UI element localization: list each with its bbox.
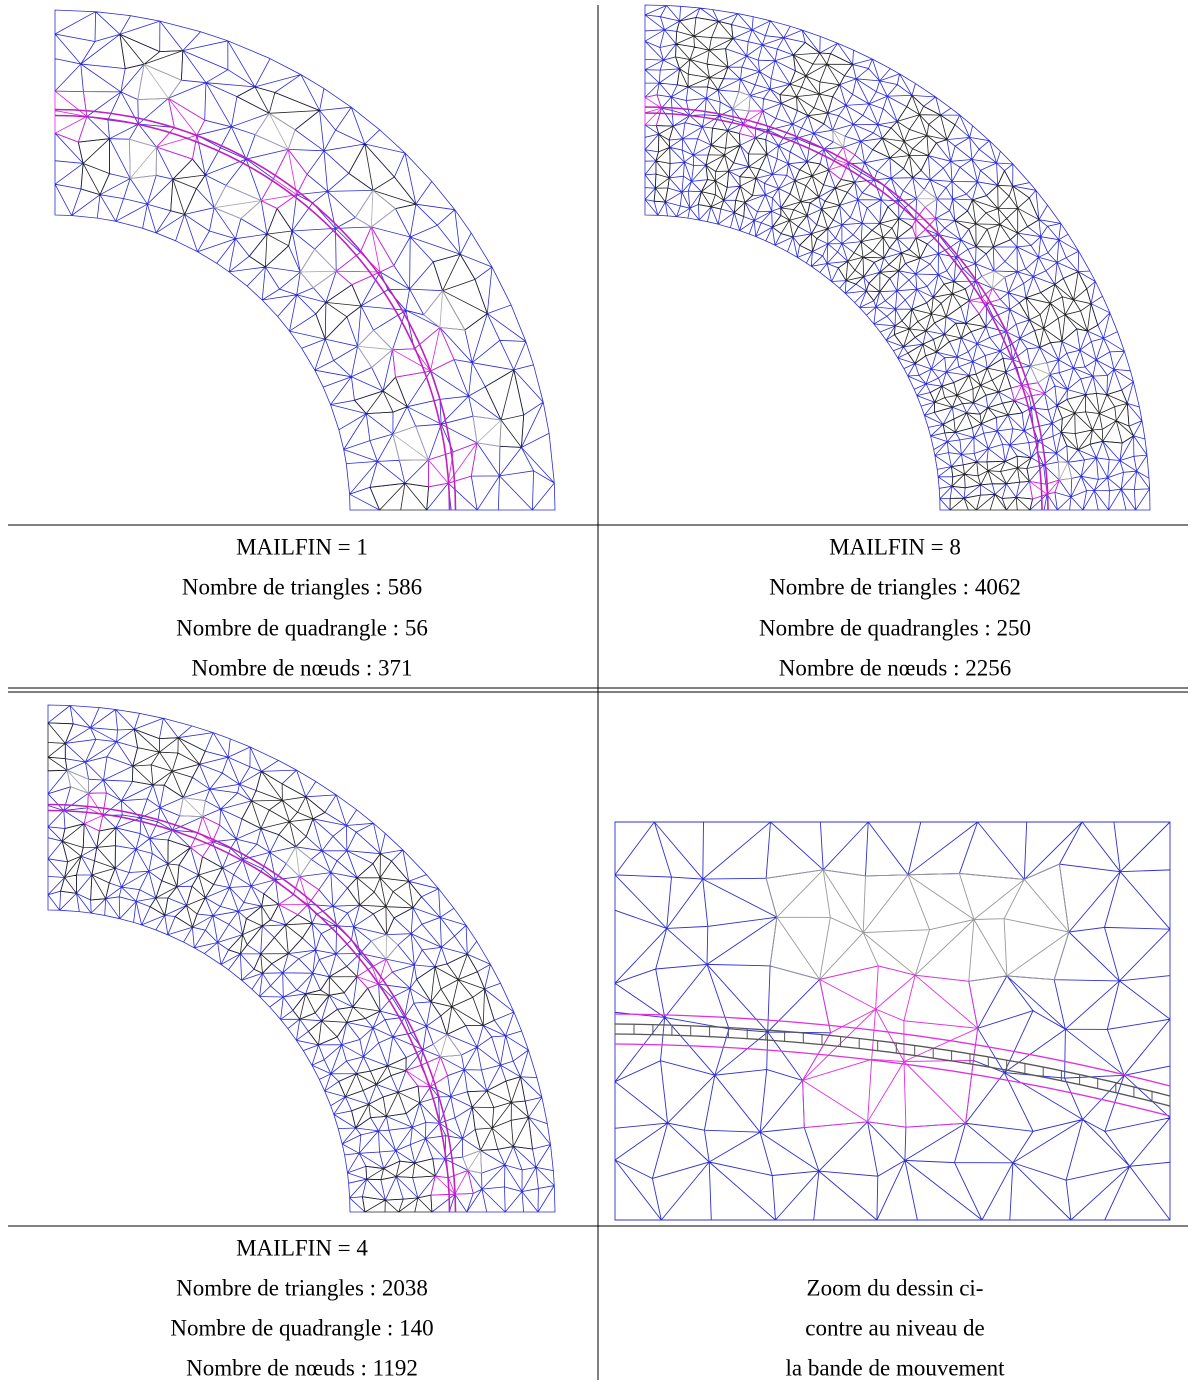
caption-title: MAILFIN = 1 bbox=[236, 534, 368, 559]
caption-title: MAILFIN = 4 bbox=[236, 1235, 368, 1260]
band-curve bbox=[614, 1033, 1171, 1107]
mesh-gray bbox=[732, 91, 1073, 481]
band-curve bbox=[614, 1043, 1171, 1117]
caption-line: Nombre de triangles : 586 bbox=[182, 574, 422, 599]
caption-line: Nombre de nœuds : 1192 bbox=[186, 1355, 418, 1380]
airgap-arc bbox=[644, 112, 1043, 511]
band-elements bbox=[614, 1024, 1171, 1106]
airgap-arc bbox=[47, 803, 457, 1213]
mesh-black bbox=[653, 16, 1135, 511]
caption-title: MAILFIN = 8 bbox=[829, 534, 961, 559]
mesh-blue bbox=[47, 704, 556, 1213]
zoom-mesh-magenta bbox=[801, 965, 979, 1129]
caption-line: Nombre de quadrangles : 250 bbox=[759, 615, 1031, 640]
caption-line: Nombre de quadrangle : 56 bbox=[176, 615, 428, 640]
airgap-arc bbox=[47, 809, 451, 1213]
mesh-blue bbox=[644, 4, 1151, 511]
caption-line: Nombre de nœuds : 371 bbox=[191, 655, 412, 680]
band-curve bbox=[614, 1023, 1171, 1097]
zoom-mesh-gray bbox=[765, 863, 1070, 982]
airgap-arc bbox=[644, 106, 1049, 511]
mesh-figures bbox=[47, 4, 1171, 1221]
caption-line: Nombre de triangles : 4062 bbox=[769, 574, 1021, 599]
airgap-arc bbox=[54, 108, 457, 511]
mesh-blue bbox=[54, 9, 556, 511]
caption-line: Nombre de nœuds : 2256 bbox=[779, 655, 1012, 680]
mesh-magenta bbox=[644, 94, 1060, 500]
mesh-gray bbox=[66, 769, 483, 1174]
band-curve bbox=[614, 1013, 1171, 1087]
mesh-black bbox=[47, 722, 533, 1213]
zoom-mesh-blue bbox=[614, 821, 1171, 1221]
caption-line: contre au niveau de bbox=[805, 1315, 984, 1340]
airgap-arc bbox=[54, 114, 451, 511]
caption-line: Nombre de quadrangle : 140 bbox=[170, 1315, 433, 1340]
caption-line: Zoom du dessin ci- bbox=[807, 1275, 984, 1300]
mesh-magenta bbox=[83, 792, 474, 1196]
caption-line: la bande de mouvement bbox=[785, 1355, 1005, 1380]
mesh-gray bbox=[128, 63, 502, 461]
caption-line: Nombre de triangles : 2038 bbox=[176, 1275, 428, 1300]
